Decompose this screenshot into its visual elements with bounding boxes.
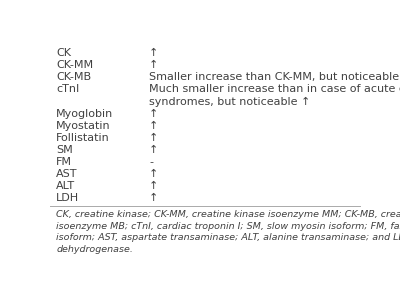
Text: ↑: ↑ [149, 121, 158, 131]
Text: ↑: ↑ [149, 109, 158, 119]
Text: FM: FM [56, 157, 72, 167]
Text: CK, creatine kinase; CK-MM, creatine kinase isoenzyme MM; CK-MB, creatine kinase: CK, creatine kinase; CK-MM, creatine kin… [56, 210, 400, 254]
Text: CK: CK [56, 48, 71, 58]
Text: Myoglobin: Myoglobin [56, 109, 114, 119]
Text: CK-MB: CK-MB [56, 72, 91, 81]
Text: ↑: ↑ [149, 181, 158, 191]
Text: Myostatin: Myostatin [56, 121, 111, 131]
Text: ↑: ↑ [149, 133, 158, 143]
Text: ↑: ↑ [149, 169, 158, 179]
Text: Much smaller increase than in case of acute coronary
syndromes, but noticeable ↑: Much smaller increase than in case of ac… [149, 84, 400, 107]
Text: ↑: ↑ [149, 145, 158, 155]
Text: CK-MM: CK-MM [56, 60, 93, 70]
Text: LDH: LDH [56, 193, 79, 203]
Text: -: - [149, 157, 153, 167]
Text: Smaller increase than CK-MM, but noticeable ↑: Smaller increase than CK-MM, but noticea… [149, 72, 400, 81]
Text: SM: SM [56, 145, 73, 155]
Text: ↑: ↑ [149, 193, 158, 203]
Text: ↑: ↑ [149, 48, 158, 58]
Text: cTnI: cTnI [56, 84, 80, 94]
Text: ALT: ALT [56, 181, 75, 191]
Text: AST: AST [56, 169, 78, 179]
Text: ↑: ↑ [149, 60, 158, 70]
Text: Follistatin: Follistatin [56, 133, 110, 143]
